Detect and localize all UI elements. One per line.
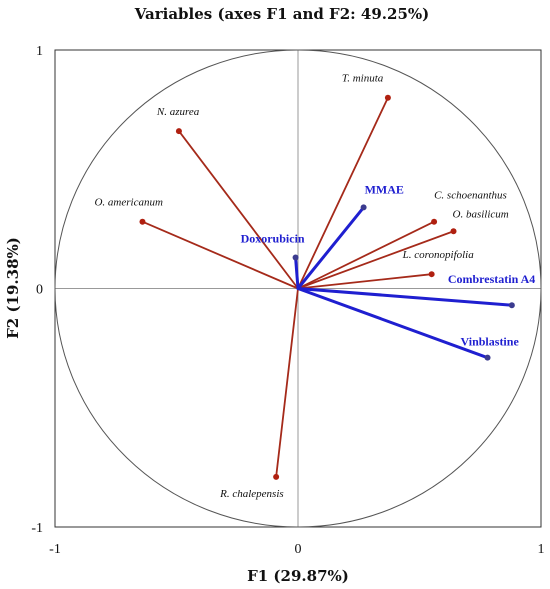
active-variable-label: O. americanum xyxy=(94,197,162,209)
active-variable-vector xyxy=(297,220,435,290)
active-variable-point xyxy=(450,228,457,235)
chart-title: Variables (axes F1 and F2: 49.25%) xyxy=(134,5,429,23)
active-variable-vector xyxy=(178,130,299,290)
active-variable-label: C. schoenanthus xyxy=(434,190,507,202)
active-variable-label: L. coronopifolia xyxy=(402,249,475,261)
supplementary-variable-vector xyxy=(296,287,514,307)
supplementary-variable-vector xyxy=(296,205,366,290)
supplementary-variable-label: Vinblastine xyxy=(461,335,520,349)
supplementary-variable-vector xyxy=(294,255,300,290)
supplementary-variable-point xyxy=(508,302,515,309)
supplementary-variable-label: Doxorubicin xyxy=(241,231,305,245)
y-tick-label: 0 xyxy=(36,283,43,298)
active-variable-point xyxy=(428,271,435,278)
x-tick-label: 0 xyxy=(295,542,302,557)
active-variable-point xyxy=(175,128,182,135)
x-axis-label: F1 (29.87%) xyxy=(247,567,349,585)
supplementary-variable-point xyxy=(360,204,367,211)
y-tick-label: -1 xyxy=(31,521,43,536)
active-variable-label: T. minuta xyxy=(342,73,384,85)
y-tick-label: 1 xyxy=(36,44,43,59)
active-variable-vector xyxy=(297,273,433,290)
active-variable-vector xyxy=(297,230,455,290)
active-variable-label: N. azurea xyxy=(156,106,200,118)
active-variable-point xyxy=(273,473,280,480)
active-variable-point xyxy=(384,94,391,101)
active-variable-vector xyxy=(275,287,299,478)
x-tick-label: 1 xyxy=(538,542,545,557)
supplementary-variable-label: Combrestatin A4 xyxy=(448,272,535,286)
y-axis-label: F2 (19.38%) xyxy=(4,237,22,339)
active-variable-point xyxy=(139,218,146,225)
active-variable-label: R. chalepensis xyxy=(219,488,284,500)
supplementary-variable-vector xyxy=(296,287,490,360)
supplementary-variable-point xyxy=(292,254,299,261)
correlation-circle xyxy=(54,49,542,528)
x-tick-label: -1 xyxy=(49,542,61,557)
active-variable-vector xyxy=(141,220,299,290)
plot-area: -1 0 1 1 0 -1 T. minuta N. azurea O. americanum C… xyxy=(31,44,544,557)
active-variable-vector xyxy=(297,96,389,290)
active-variable-point xyxy=(431,218,438,225)
supplementary-variable-label: MMAE xyxy=(365,182,404,196)
supplementary-variable-point xyxy=(484,354,491,361)
active-variable-label: O. basilicum xyxy=(453,208,509,220)
